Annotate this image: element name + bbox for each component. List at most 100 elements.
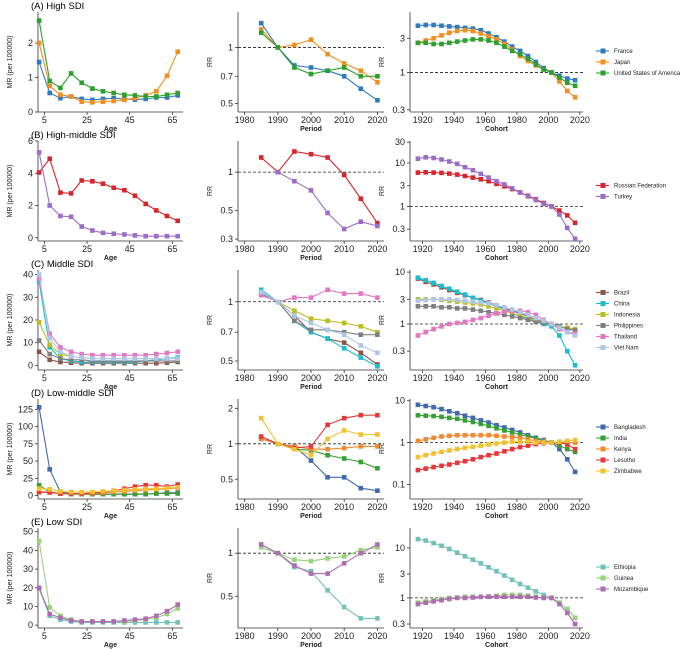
y-tick-label: 10 — [23, 338, 33, 348]
data-point — [557, 325, 562, 330]
data-point — [36, 489, 42, 495]
x-tick-label: 1940 — [444, 502, 464, 512]
data-point — [79, 224, 84, 229]
data-point — [111, 98, 116, 104]
data-point — [358, 291, 364, 296]
x-tick-label: 45 — [125, 244, 135, 254]
data-point — [494, 594, 499, 600]
y-axis-label: RR — [207, 573, 214, 583]
data-point — [494, 422, 499, 428]
data-point — [375, 332, 380, 337]
x-tick-label: 2000 — [301, 373, 321, 383]
y-axis-label: RR — [379, 57, 386, 67]
data-point — [375, 466, 380, 471]
data-point — [154, 351, 159, 357]
y-tick-label: 0.7 — [220, 327, 233, 337]
data-point — [557, 446, 562, 452]
data-point — [478, 308, 484, 314]
legend-label: Turkey — [614, 195, 632, 201]
legend-label: Lesotho — [614, 458, 636, 464]
y-axis-label: RR — [207, 444, 214, 454]
data-point — [431, 413, 436, 419]
data-point — [494, 181, 499, 187]
data-point — [358, 485, 364, 491]
legend-label: Bangladesh — [614, 425, 646, 431]
series-line — [38, 20, 178, 98]
data-point — [36, 170, 42, 175]
data-point — [132, 352, 138, 358]
data-point — [502, 449, 507, 454]
data-point — [423, 466, 428, 471]
legend-swatch — [600, 183, 606, 188]
data-point — [431, 435, 436, 441]
x-tick-label: 65 — [167, 373, 177, 383]
data-point — [292, 149, 297, 154]
x-tick-label: 2000 — [538, 115, 558, 125]
data-point — [470, 317, 476, 323]
data-point — [478, 418, 484, 423]
data-point — [517, 435, 523, 441]
x-tick-label: 2020 — [367, 631, 387, 641]
data-point — [58, 190, 63, 195]
data-point — [58, 489, 63, 494]
legend-swatch — [600, 194, 606, 199]
data-point — [375, 545, 380, 550]
data-point — [525, 439, 531, 444]
data-point — [341, 346, 347, 351]
data-point — [375, 329, 380, 335]
data-point — [470, 307, 476, 312]
y-axis-label: MR (per 100000) — [7, 294, 14, 347]
y-axis-label: RR — [207, 315, 214, 325]
data-point — [565, 329, 570, 335]
x-tick-label: 2010 — [334, 631, 354, 641]
data-point — [462, 298, 468, 304]
data-point — [358, 412, 364, 418]
data-point — [122, 352, 127, 358]
data-point — [358, 459, 364, 465]
data-point — [517, 309, 523, 315]
legend-label: France — [614, 49, 633, 55]
x-axis-label: Age — [104, 513, 117, 520]
y-tick-label: 50 — [23, 527, 33, 537]
y-tick-label: 1 — [400, 67, 405, 77]
data-point — [258, 434, 264, 439]
data-point — [36, 585, 42, 591]
data-point — [175, 218, 180, 224]
data-point — [308, 568, 314, 574]
data-point — [502, 594, 507, 600]
data-point — [175, 606, 180, 611]
data-point — [439, 297, 444, 302]
data-point — [486, 442, 491, 447]
legend-label: Thailand — [614, 335, 637, 341]
data-point — [478, 171, 484, 177]
data-point — [517, 439, 523, 444]
data-point — [462, 458, 468, 464]
y-tick-label: 0.3 — [392, 346, 405, 356]
y-tick-label: 10 — [395, 543, 405, 553]
data-point — [462, 292, 468, 297]
data-point — [122, 487, 127, 493]
data-point — [154, 89, 159, 94]
data-point — [308, 571, 314, 576]
data-point — [341, 604, 347, 610]
data-point — [447, 286, 452, 291]
data-point — [447, 462, 452, 467]
y-axis-label: RR — [379, 573, 386, 583]
data-point — [478, 177, 484, 182]
x-tick-label: 1990 — [268, 631, 288, 641]
data-point — [341, 415, 347, 421]
data-point — [557, 439, 562, 444]
data-point — [439, 543, 444, 549]
data-point — [478, 594, 484, 600]
data-point — [100, 181, 106, 186]
x-tick-label: 45 — [125, 115, 135, 125]
data-point — [358, 324, 364, 329]
x-tick-label: 2000 — [538, 502, 558, 512]
y-tick-label: 40 — [23, 545, 33, 555]
legend-swatch — [600, 334, 606, 339]
data-point — [470, 419, 476, 425]
cohort-panel: 0.3 1 3 10 30 1920 1940 1960 1980 2000 2020 Cohort R… — [379, 137, 666, 262]
data-point — [79, 178, 84, 183]
cohort-panel: 0.3 1 3 10 1920 1940 1960 1980 2000 2020 Cohort RR B… — [379, 267, 643, 391]
